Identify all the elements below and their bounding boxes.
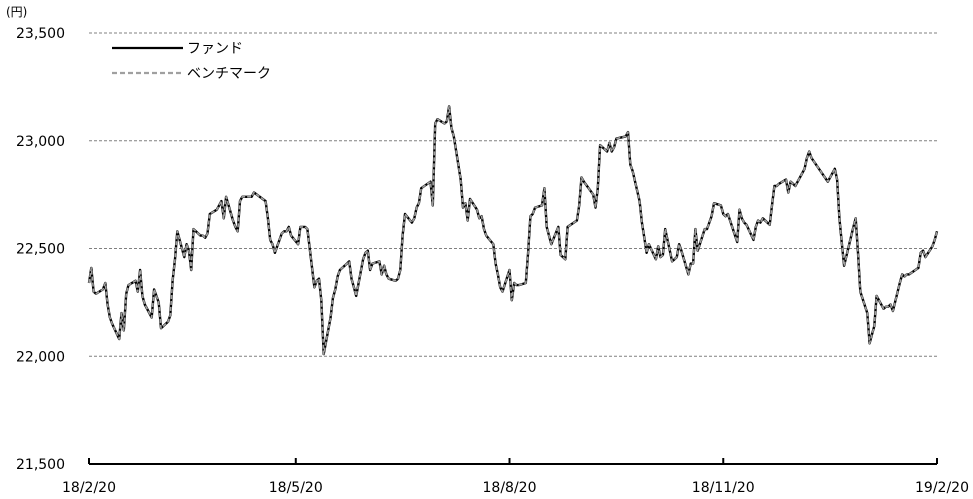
series-line-benchmark xyxy=(88,105,938,355)
legend: ファンド ベンチマーク xyxy=(112,41,271,82)
series-lines xyxy=(87,105,939,356)
y-tick-label: 21,500 xyxy=(16,457,65,473)
y-axis-unit-label: (円) xyxy=(6,5,27,19)
y-axis-tick-labels: 23,500 23,000 22,500 22,000 21,500 xyxy=(16,26,65,473)
x-tick-label: 18/2/20 xyxy=(62,480,116,496)
y-tick-label: 23,500 xyxy=(16,26,65,42)
legend-label-fund: ファンド xyxy=(187,41,243,57)
legend-label-benchmark: ベンチマーク xyxy=(187,66,271,82)
y-tick-label: 23,000 xyxy=(16,134,65,150)
y-tick-label: 22,000 xyxy=(16,349,65,365)
x-tick-label: 18/11/20 xyxy=(692,480,755,496)
x-tick-label: 18/8/20 xyxy=(483,480,537,496)
x-tick-label: 18/5/20 xyxy=(269,480,323,496)
series-line-fund xyxy=(87,105,939,356)
x-tick-label: 19/2/20 xyxy=(915,480,969,496)
gridlines xyxy=(89,32,937,357)
x-axis: 18/2/20 18/5/20 18/8/20 18/11/20 19/2/20 xyxy=(62,458,969,496)
y-tick-label: 22,500 xyxy=(16,242,65,258)
